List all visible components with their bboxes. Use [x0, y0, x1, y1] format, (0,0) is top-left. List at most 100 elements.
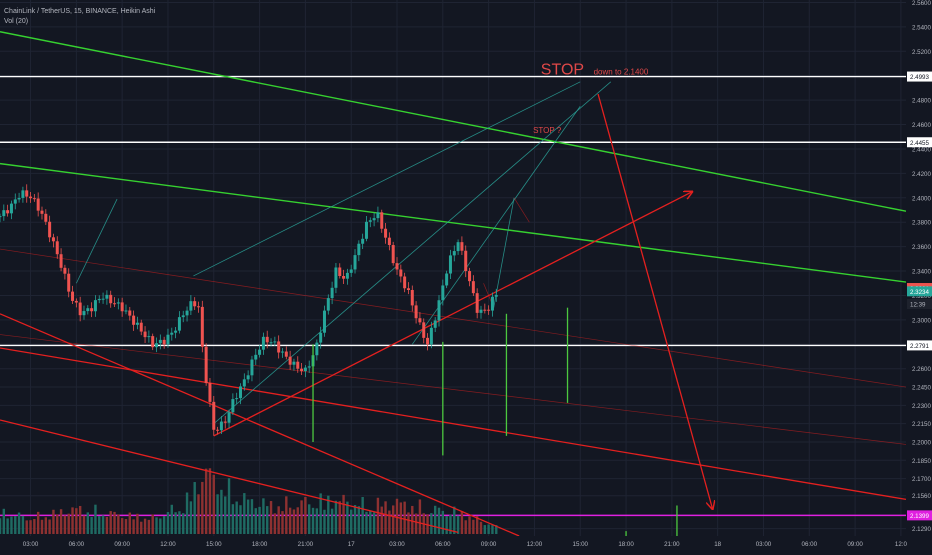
- volume-bar: [124, 519, 128, 534]
- time-axis[interactable]: 03:00 06:00 09:00 12:00 15:00 18:00 21:00 17 03:…: [0, 536, 932, 550]
- price-tick-label: 2.4000: [912, 195, 931, 202]
- volume-bar: [170, 504, 173, 534]
- volume-bar: [197, 494, 200, 534]
- volume-bar: [437, 507, 441, 534]
- volume-bar: [414, 513, 418, 534]
- trendline-teal: [193, 81, 581, 277]
- candle-up: [135, 322, 139, 325]
- candle-down: [471, 281, 475, 294]
- candle-up: [376, 212, 380, 219]
- volume-bar: [246, 499, 250, 534]
- candle-up: [494, 294, 498, 297]
- candle-up: [452, 251, 456, 256]
- price-label-box: [907, 286, 932, 297]
- candle-up: [155, 343, 159, 348]
- volume-bar: [384, 501, 387, 534]
- volume-bar: [391, 505, 395, 534]
- candle-up: [254, 354, 258, 360]
- volume-bar: [25, 520, 28, 534]
- price-tick-label: 2.3000: [912, 317, 931, 324]
- volume-bar: [14, 516, 17, 534]
- candle-up: [456, 242, 460, 252]
- volume-bar: [296, 507, 299, 534]
- candle-down: [208, 383, 212, 402]
- candle-up: [238, 386, 242, 399]
- candle-down: [418, 318, 422, 323]
- volume-bar: [212, 474, 215, 534]
- candle-down: [128, 310, 132, 316]
- volume-bar: [227, 478, 231, 534]
- candle-down: [487, 309, 491, 311]
- stop-annotation: STOP: [541, 61, 584, 78]
- price-label-box: [907, 510, 932, 521]
- price-label-box: [907, 137, 932, 148]
- symbol-title: ChainLink / TetherUS, 15, BINANCE, Heiki…: [4, 8, 156, 15]
- candle-down: [475, 293, 479, 313]
- volume-bar: [75, 508, 78, 534]
- candles: [0, 184, 498, 436]
- candle-down: [32, 198, 36, 200]
- price-label-text: 2.3234: [910, 289, 929, 296]
- volume-bar: [418, 499, 422, 534]
- volume-bar: [453, 506, 456, 534]
- volume-bar: [143, 518, 147, 534]
- time-tick-label: 09:00: [481, 541, 497, 548]
- price-tick-label: 2.4800: [912, 98, 931, 105]
- volume-bar: [483, 525, 487, 534]
- candle-down: [48, 221, 52, 238]
- volume-bar: [71, 507, 74, 534]
- candle-up: [174, 330, 178, 333]
- price-tick-label: 2.1290: [912, 526, 931, 533]
- price-tick-label: 2.3200: [912, 293, 931, 300]
- candle-up: [357, 243, 361, 256]
- volume-bar: [185, 492, 189, 534]
- trendline-red: [0, 248, 907, 388]
- volume-bar: [304, 496, 307, 534]
- candle-up: [479, 309, 483, 313]
- volume-bar: [407, 512, 410, 534]
- volume-indicator-label: Vol (20): [4, 18, 28, 25]
- candle-up: [105, 294, 109, 299]
- candle-up: [246, 375, 250, 380]
- price-label-text: 2.2791: [910, 343, 929, 350]
- volume-bar: [243, 493, 246, 534]
- candle-down: [464, 250, 468, 272]
- price-tick-label: 2.2600: [912, 366, 931, 373]
- price-tick-label: 2.2000: [912, 439, 931, 446]
- candle-up: [349, 269, 353, 273]
- volume-bar: [29, 520, 32, 534]
- volume-bar: [166, 512, 170, 534]
- volume-bar: [10, 516, 13, 534]
- candle-up: [353, 255, 357, 270]
- price-labels: 2.49932.44552.32612.323412:392.27912.139…: [907, 71, 932, 521]
- candle-up: [170, 332, 174, 335]
- candle-down: [277, 341, 281, 353]
- candle-up: [322, 310, 326, 333]
- price-tick-label: 2.3600: [912, 244, 931, 251]
- candle-up: [303, 367, 307, 372]
- candle-up: [326, 298, 330, 311]
- volume-bar: [334, 500, 338, 534]
- volume-bar: [63, 515, 67, 534]
- volume-bar: [147, 519, 151, 534]
- candle-down: [391, 245, 395, 264]
- volume-bar: [44, 517, 48, 534]
- volume-bar: [82, 515, 86, 534]
- volume-bar: [36, 511, 40, 534]
- price-tick-label: 2.5200: [912, 49, 931, 56]
- candle-down: [36, 198, 40, 211]
- volume-bar: [151, 514, 154, 534]
- price-tick-label: 2.5600: [912, 0, 931, 7]
- volume-bar: [319, 493, 322, 534]
- candle-down: [29, 196, 33, 199]
- volume-bar: [33, 519, 36, 534]
- vertical-bars: [312, 307, 678, 536]
- candle-down: [223, 421, 227, 423]
- volume-bar: [330, 508, 334, 534]
- candle-down: [59, 254, 63, 268]
- candle-down: [197, 306, 201, 308]
- volume-bar: [403, 501, 406, 534]
- volume-bar: [231, 504, 235, 534]
